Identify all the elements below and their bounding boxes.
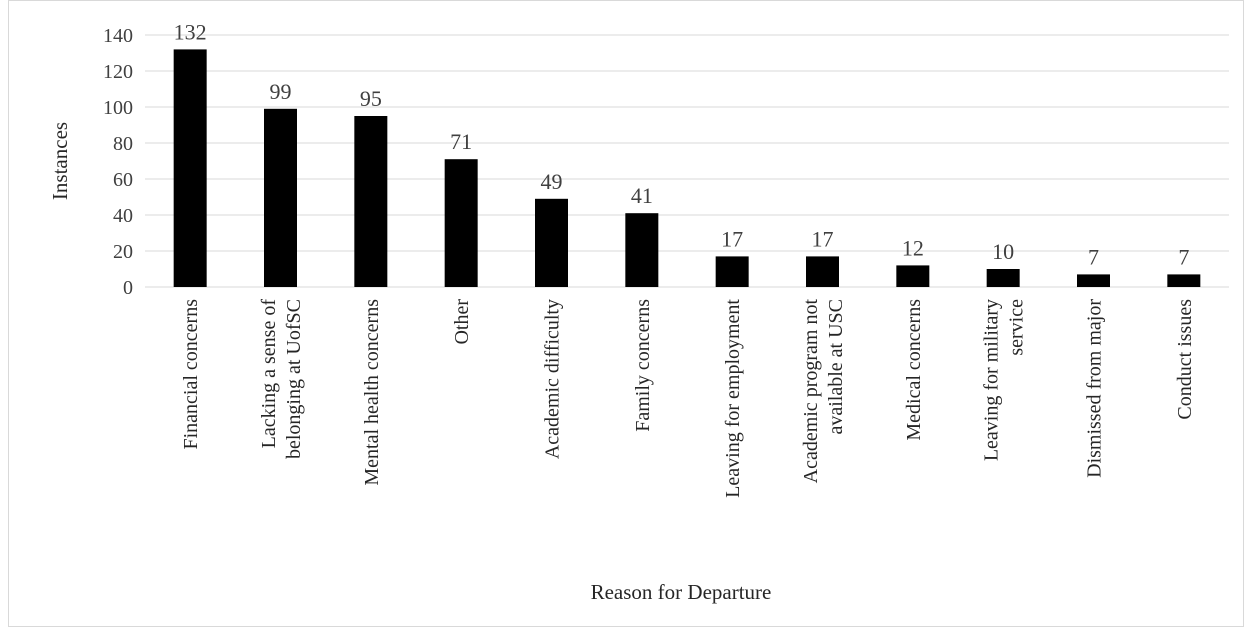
- bar: [806, 256, 839, 287]
- bar: [354, 116, 388, 287]
- x-tick-label: Leaving for military: [981, 299, 1003, 461]
- x-axis-categories: Financial concerns Lacking a sense of belo…: [180, 299, 1196, 498]
- x-tick-label: Academic difficulty: [542, 299, 564, 459]
- data-label: 132: [174, 19, 207, 44]
- data-labels: 132 99 95 71 49 41 17 17 12 10 7 7: [174, 19, 1190, 269]
- bar: [1167, 274, 1201, 287]
- data-label: 71: [450, 129, 472, 154]
- x-tick-label: Mental health concerns: [361, 299, 383, 486]
- y-tick-label: 40: [113, 205, 133, 227]
- data-label: 7: [1088, 244, 1099, 269]
- bar: [173, 49, 207, 288]
- y-tick-label: 0: [123, 277, 133, 299]
- y-tick-label: 140: [103, 25, 133, 47]
- data-label: 10: [992, 239, 1014, 264]
- x-tick-label: Financial concerns: [180, 299, 202, 450]
- x-tick-label: available at USC: [825, 299, 847, 435]
- y-tick-label: 100: [103, 97, 133, 119]
- x-tick-label: Academic program not: [800, 299, 822, 484]
- bar: [715, 256, 749, 287]
- data-label: 7: [1178, 244, 1189, 269]
- x-tick-label: service: [1006, 299, 1028, 356]
- y-axis-title: Instances: [48, 122, 72, 200]
- x-tick-label: Family concerns: [632, 299, 654, 432]
- bar: [625, 213, 659, 287]
- data-label: 95: [360, 86, 382, 111]
- bar: [896, 265, 930, 287]
- x-tick-label: belonging at UofSC: [283, 299, 305, 459]
- bar-chart: 0 20 40 60 80 100 120 140 132 99 95 71 49 41 17 17 12 10…: [48, 19, 1229, 604]
- bar: [535, 198, 568, 287]
- data-label: 49: [541, 169, 563, 194]
- bar: [264, 108, 297, 287]
- x-tick-label: Conduct issues: [1174, 299, 1196, 420]
- x-tick-label: Other: [451, 299, 473, 345]
- y-tick-label: 120: [103, 61, 133, 83]
- x-tick-label: Leaving for employment: [722, 299, 744, 498]
- bar: [1077, 274, 1110, 287]
- y-tick-label: 60: [113, 169, 133, 191]
- y-axis-ticks: 0 20 40 60 80 100 120 140: [103, 25, 133, 299]
- data-label: 99: [270, 79, 292, 104]
- bar: [444, 159, 478, 287]
- bars: [173, 49, 1201, 288]
- chart-frame: 0 20 40 60 80 100 120 140 132 99 95 71 49 41 17 17 12 10…: [8, 0, 1244, 627]
- x-tick-label: Medical concerns: [903, 299, 925, 441]
- y-tick-label: 80: [113, 133, 133, 155]
- x-axis-title: Reason for Departure: [591, 580, 772, 604]
- data-label: 17: [721, 226, 743, 251]
- y-tick-label: 20: [113, 241, 133, 263]
- data-label: 17: [812, 226, 834, 251]
- data-label: 41: [631, 183, 653, 208]
- bar: [986, 269, 1020, 287]
- data-label: 12: [902, 235, 924, 260]
- x-tick-label: Lacking a sense of: [258, 299, 280, 449]
- x-tick-label: Dismissed from major: [1084, 299, 1106, 478]
- gridlines: [145, 34, 1229, 288]
